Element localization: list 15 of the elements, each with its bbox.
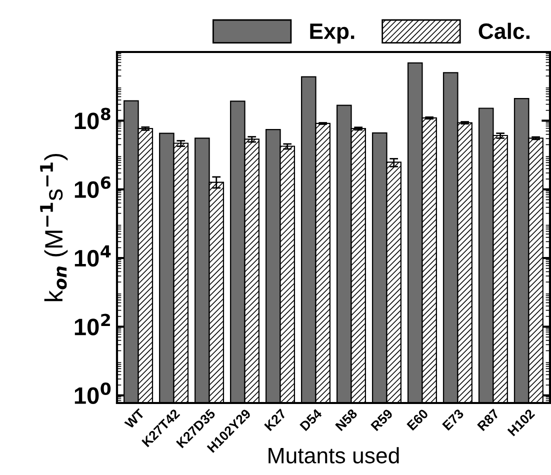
legend-label: Exp. xyxy=(310,24,354,44)
y-tick-label: 10$^{6}$ xyxy=(74,176,111,198)
x-tick-label: N58 xyxy=(335,408,358,432)
x-tick-label: D54 xyxy=(300,408,323,432)
y-tick-label: 10$^{0}$ xyxy=(74,382,111,404)
x-tick-label: E60 xyxy=(406,408,429,431)
legend-label: Calc. xyxy=(478,22,530,40)
x-tick-label: WT xyxy=(124,408,145,430)
y-tick-label: 10$^{4}$ xyxy=(74,245,111,267)
y-tick-label: 10$^{8}$ xyxy=(74,108,110,130)
x-axis-title: Mutants used xyxy=(268,447,399,464)
x-tick-label: R59 xyxy=(370,408,394,432)
y-tick-label: 10$^{2}$ xyxy=(74,314,110,336)
y-axis-title: k$_{on}$ (M$^{−1}$s$^{−1}$) xyxy=(40,154,68,302)
x-tick-label: E73 xyxy=(442,408,464,431)
